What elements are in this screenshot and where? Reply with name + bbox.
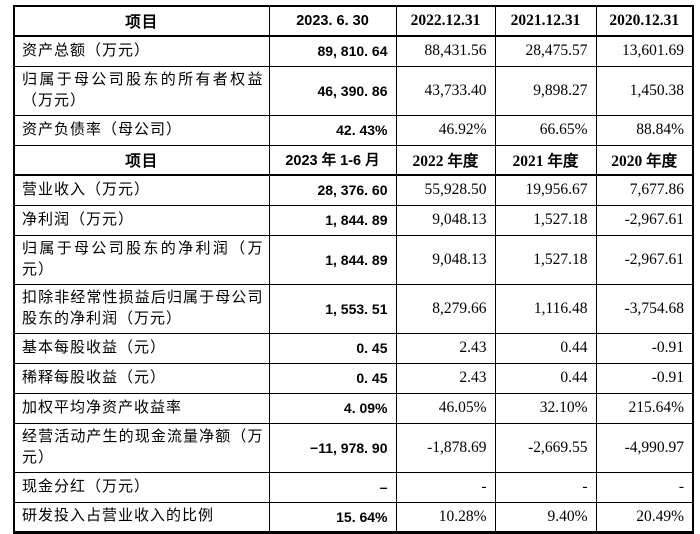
financial-summary-table: 项目 2023. 6. 30 2022.12.31 2021.12.31 2020.12… (13, 5, 694, 534)
row-label: 扣除非经常性损益后归属于母公司股东的净利润（万元） (13, 283, 270, 334)
header-row: 项目 2023 年 1-6 月 2022 年度 2021 年度 2020 年度 (13, 144, 694, 176)
table-row: 归属于母公司股东的所有者权益（万元） 46, 390. 86 43,733.40 9,… (13, 65, 694, 116)
table-row: 资产总额（万元） 89, 810. 64 88,431.56 28,475.57 13,… (13, 35, 694, 67)
period-column-header: 2023 年 1-6 月 (268, 144, 397, 176)
value-cell: -0.91 (595, 332, 694, 364)
value-cell: 215.64% (595, 392, 694, 424)
value-cell: 28, 376. 60 (268, 174, 397, 206)
value-cell: 10.28% (395, 501, 496, 533)
value-cell: 88,431.56 (395, 35, 496, 67)
value-cell: 0. 45 (268, 332, 397, 364)
table-row: 扣除非经常性损益后归属于母公司股东的净利润（万元） 1, 553. 51 8,279… (13, 283, 694, 334)
value-cell: 19,956.67 (494, 174, 597, 206)
value-cell: -2,967.61 (595, 234, 694, 285)
value-cell: – (268, 471, 397, 503)
value-cell: 15. 64% (268, 501, 397, 533)
table-row: 现金分红（万元） – - - - (13, 471, 694, 503)
row-label: 经营活动产生的现金流量净额（万元） (13, 422, 270, 473)
value-cell: 46.05% (395, 392, 496, 424)
value-cell: 46.92% (395, 114, 496, 146)
value-cell: 46, 390. 86 (268, 65, 397, 116)
value-cell: 9,048.13 (395, 204, 496, 236)
value-cell: 4. 09% (268, 392, 397, 424)
value-cell: - (595, 471, 694, 503)
value-cell: 42. 43% (268, 114, 397, 146)
row-label: 营业收入（万元） (13, 174, 270, 206)
row-label: 现金分红（万元） (13, 471, 270, 503)
value-cell: 1, 844. 89 (268, 204, 397, 236)
value-cell: 2.43 (395, 362, 496, 394)
row-label: 资产总额（万元） (13, 35, 270, 67)
value-cell: -2,967.61 (595, 204, 694, 236)
header-row: 项目 2023. 6. 30 2022.12.31 2021.12.31 2020.12… (13, 5, 694, 37)
row-label: 归属于母公司股东的所有者权益（万元） (13, 65, 270, 116)
row-label: 资产负债率（母公司） (13, 114, 270, 146)
value-cell: 28,475.57 (494, 35, 597, 67)
value-cell: 1,527.18 (494, 234, 597, 285)
table-row: 归属于母公司股东的净利润（万元） 1, 844. 89 9,048.13 1,527.… (13, 234, 694, 285)
table-row: 经营活动产生的现金流量净额（万元） −11, 978. 90 -1,878.69 -2… (13, 422, 694, 473)
row-label: 稀释每股收益（元） (13, 362, 270, 394)
item-column-header: 项目 (13, 144, 270, 176)
value-cell: 1, 844. 89 (268, 234, 397, 285)
table-row: 稀释每股收益（元） 0. 45 2.43 0.44 -0.91 (13, 362, 694, 394)
row-label: 净利润（万元） (13, 204, 270, 236)
period-column-header: 2022 年度 (395, 144, 496, 176)
table-row: 研发投入占营业收入的比例 15. 64% 10.28% 9.40% 20.49% (13, 501, 694, 533)
value-cell: - (395, 471, 496, 503)
value-cell: 2.43 (395, 332, 496, 364)
period-column-header: 2020.12.31 (595, 5, 694, 37)
row-label: 加权平均净资产收益率 (13, 392, 270, 424)
item-column-header: 项目 (13, 5, 270, 37)
value-cell: 1,116.48 (494, 283, 597, 334)
row-label: 基本每股收益（元） (13, 332, 270, 364)
value-cell: 13,601.69 (595, 35, 694, 67)
period-column-header: 2020 年度 (595, 144, 694, 176)
value-cell: 66.65% (494, 114, 597, 146)
financial-summary-table-container: 项目 2023. 6. 30 2022.12.31 2021.12.31 2020.12… (13, 5, 694, 534)
value-cell: 1,450.38 (595, 65, 694, 116)
value-cell: 8,279.66 (395, 283, 496, 334)
value-cell: - (494, 471, 597, 503)
table-row: 资产负债率（母公司） 42. 43% 46.92% 66.65% 88.84% (13, 114, 694, 146)
period-column-header: 2021 年度 (494, 144, 597, 176)
value-cell: 88.84% (595, 114, 694, 146)
table-row: 净利润（万元） 1, 844. 89 9,048.13 1,527.18 -2,967.… (13, 204, 694, 236)
value-cell: -1,878.69 (395, 422, 496, 473)
period-column-header: 2023. 6. 30 (268, 5, 397, 37)
period-column-header: 2022.12.31 (395, 5, 496, 37)
row-label: 归属于母公司股东的净利润（万元） (13, 234, 270, 285)
value-cell: -4,990.97 (595, 422, 694, 473)
value-cell: 1, 553. 51 (268, 283, 397, 334)
row-label: 研发投入占营业收入的比例 (13, 501, 270, 533)
value-cell: 32.10% (494, 392, 597, 424)
value-cell: 9.40% (494, 501, 597, 533)
table-row: 营业收入（万元） 28, 376. 60 55,928.50 19,956.67 7,6… (13, 174, 694, 206)
table-row: 基本每股收益（元） 0. 45 2.43 0.44 -0.91 (13, 332, 694, 364)
value-cell: 89, 810. 64 (268, 35, 397, 67)
value-cell: 9,898.27 (494, 65, 597, 116)
value-cell: -0.91 (595, 362, 694, 394)
value-cell: 0. 45 (268, 362, 397, 394)
table-row: 加权平均净资产收益率 4. 09% 46.05% 32.10% 215.64% (13, 392, 694, 424)
value-cell: 0.44 (494, 332, 597, 364)
value-cell: 9,048.13 (395, 234, 496, 285)
value-cell: -2,669.55 (494, 422, 597, 473)
value-cell: 43,733.40 (395, 65, 496, 116)
value-cell: 7,677.86 (595, 174, 694, 206)
value-cell: 20.49% (595, 501, 694, 533)
value-cell: -3,754.68 (595, 283, 694, 334)
period-column-header: 2021.12.31 (494, 5, 597, 37)
value-cell: 55,928.50 (395, 174, 496, 206)
value-cell: 1,527.18 (494, 204, 597, 236)
value-cell: 0.44 (494, 362, 597, 394)
financial-table-body: 项目 2023. 6. 30 2022.12.31 2021.12.31 2020.12… (13, 5, 694, 533)
value-cell: −11, 978. 90 (268, 422, 397, 473)
